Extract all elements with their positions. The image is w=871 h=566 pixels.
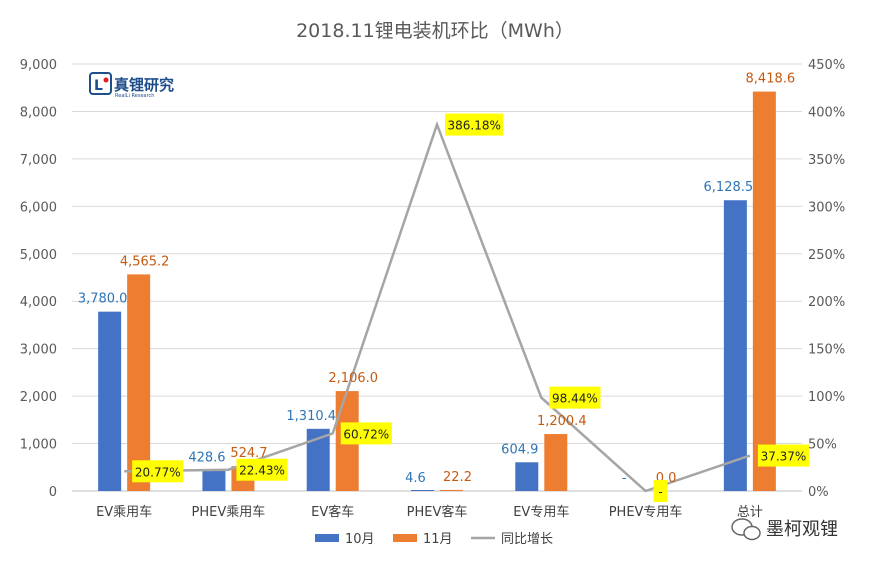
growth-label-highlight bbox=[132, 460, 184, 483]
watermark-text: 墨柯观锂 bbox=[766, 519, 838, 540]
y-right-tick-label: 400% bbox=[808, 105, 845, 120]
bar-data-label: 4,565.2 bbox=[120, 254, 170, 269]
category-label: PHEV专用车 bbox=[609, 504, 683, 520]
growth-data-label: 98.44% bbox=[552, 392, 598, 406]
logo: L 真锂研究 RealLi Research bbox=[89, 72, 174, 99]
bar-data-label: 524.7 bbox=[230, 446, 267, 461]
y-left-tick-label: 5,000 bbox=[20, 248, 57, 263]
bar-oct bbox=[723, 200, 747, 491]
growth-data-label: 22.43% bbox=[239, 464, 285, 478]
legend-label: 10月 bbox=[345, 532, 375, 547]
growth-data-label: 20.77% bbox=[135, 465, 181, 479]
category-label: PHEV乘用车 bbox=[192, 504, 266, 520]
right-axis: 0% 50% 100% 150% 200% 250% 300% 350% 400% 450% bbox=[808, 58, 845, 500]
bar-data-label: 6,128.5 bbox=[704, 180, 754, 195]
legend-swatch bbox=[315, 534, 339, 542]
y-left-tick-label: 2,000 bbox=[20, 390, 57, 405]
growth-line-layer bbox=[124, 120, 751, 493]
y-left-tick-label: 1,000 bbox=[20, 438, 57, 453]
category-label: 总计 bbox=[737, 505, 763, 520]
growth-label-highlight bbox=[340, 422, 392, 445]
category-label: EV客车 bbox=[311, 504, 354, 520]
legend-item: 11月 bbox=[393, 532, 453, 547]
bar-oct bbox=[202, 470, 226, 491]
growth-label-highlight bbox=[757, 444, 810, 467]
y-left-tick-label: 7,000 bbox=[20, 153, 57, 168]
left-axis: 0 1,000 2,000 3,000 4,000 5,000 6,000 7,000 8,00… bbox=[20, 58, 57, 500]
bar-oct bbox=[306, 428, 330, 491]
bar-data-label: 2,106.0 bbox=[328, 371, 378, 386]
y-right-tick-label: 0% bbox=[808, 485, 829, 500]
bar-nov bbox=[752, 91, 776, 491]
bar-data-label: 428.6 bbox=[188, 451, 225, 466]
logo-text: 真锂研究 bbox=[114, 76, 174, 94]
y-left-tick-label: 8,000 bbox=[20, 105, 57, 120]
bar-nov bbox=[127, 274, 151, 491]
gridlines bbox=[72, 63, 802, 492]
bar-data-label: 8,418.6 bbox=[746, 72, 796, 87]
bar-oct bbox=[515, 462, 539, 491]
growth-label-highlight bbox=[236, 458, 288, 481]
y-right-tick-label: 350% bbox=[808, 153, 845, 168]
growth-label-highlight bbox=[445, 113, 504, 136]
y-right-tick-label: 100% bbox=[808, 390, 845, 405]
legend-item: 10月 bbox=[315, 532, 375, 547]
logo-subtitle: RealLi Research bbox=[115, 93, 154, 99]
bar-oct bbox=[411, 490, 434, 491]
growth-label-highlight bbox=[653, 480, 668, 502]
y-right-tick-label: 250% bbox=[808, 248, 845, 263]
y-left-tick-label: 0 bbox=[49, 485, 57, 500]
growth-data-label: - bbox=[658, 485, 662, 499]
y-right-tick-label: 150% bbox=[808, 343, 845, 358]
growth-data-label: 60.72% bbox=[343, 427, 389, 441]
bar-data-label: - bbox=[622, 471, 627, 486]
legend-label: 同比增长 bbox=[501, 532, 553, 547]
y-right-tick-label: 300% bbox=[808, 200, 845, 215]
wechat-icon bbox=[731, 518, 761, 541]
bar-data-label: 4.6 bbox=[405, 471, 426, 486]
category-axis: EV乘用车 PHEV乘用车 EV客车 PHEV客车 EV专用车 PHEV专用车 总计 bbox=[96, 504, 763, 520]
category-label: EV乘用车 bbox=[96, 504, 152, 520]
growth-data-label: 37.37% bbox=[761, 450, 807, 464]
y-left-tick-label: 3,000 bbox=[20, 343, 57, 358]
category-label: EV专用车 bbox=[513, 504, 569, 520]
svg-text:L: L bbox=[94, 78, 103, 94]
y-left-tick-label: 4,000 bbox=[20, 295, 57, 310]
bar-data-label: 1,200.4 bbox=[537, 414, 587, 429]
category-label: PHEV客车 bbox=[407, 504, 468, 520]
bar-data-label: 22.2 bbox=[443, 470, 472, 485]
bar-data-label: 3,780.0 bbox=[78, 292, 128, 307]
y-right-tick-label: 50% bbox=[808, 438, 837, 453]
growth-data-label: 386.18% bbox=[448, 119, 501, 133]
growth-label-highlight bbox=[549, 386, 601, 409]
y-right-tick-label: 450% bbox=[808, 58, 845, 73]
y-left-tick-label: 6,000 bbox=[20, 200, 57, 215]
data-labels: 3,780.0 428.6 1,310.4 4.6 604.9 - 6,128.5 4,565… bbox=[78, 72, 810, 502]
bar-oct bbox=[98, 311, 122, 491]
growth-line bbox=[124, 120, 751, 493]
bar-data-label: 1,310.4 bbox=[286, 409, 336, 424]
y-right-tick-label: 200% bbox=[808, 295, 845, 310]
bar-data-label: 604.9 bbox=[501, 442, 538, 457]
y-left-tick-label: 9,000 bbox=[20, 58, 57, 73]
chart-title: 2018.11锂电装机环比（MWh） bbox=[296, 20, 574, 42]
bar-nov bbox=[544, 434, 568, 491]
legend: 10月 11月 同比增长 bbox=[315, 532, 553, 547]
watermark: 墨柯观锂 bbox=[731, 518, 838, 541]
legend-label: 11月 bbox=[423, 532, 453, 547]
legend-swatch bbox=[393, 534, 417, 542]
bars bbox=[98, 91, 776, 491]
bar-nov bbox=[440, 489, 463, 491]
legend-item: 同比增长 bbox=[471, 532, 553, 547]
